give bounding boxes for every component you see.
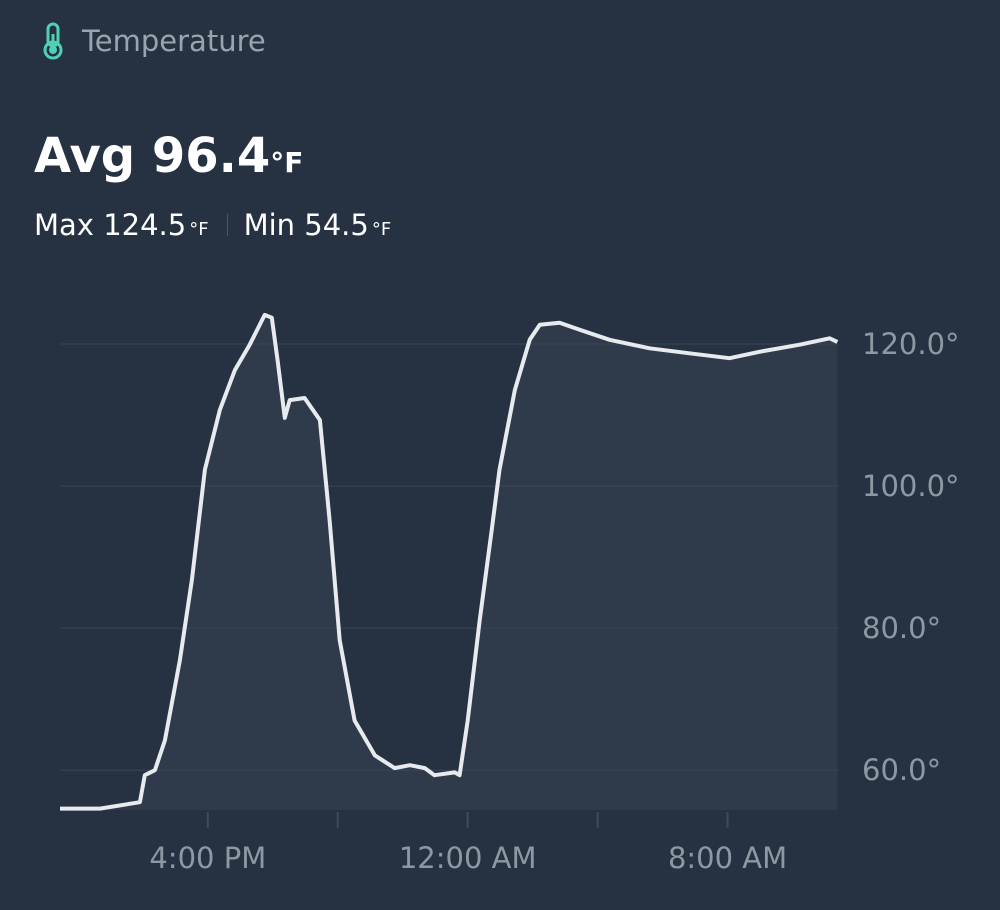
min-label: Min: [243, 208, 296, 242]
temperature-line: [60, 312, 839, 811]
separator: [226, 214, 228, 236]
max-label: Max: [34, 208, 94, 242]
area: [60, 314, 838, 810]
x-tick-label: 12:00 AM: [399, 841, 537, 875]
x-tick-label: 8:00 AM: [668, 841, 787, 875]
max-value: 124.5: [103, 208, 187, 242]
min-unit: °F: [371, 219, 392, 240]
y-tick-label: 60.0°: [862, 753, 941, 787]
avg-unit: °F: [270, 146, 304, 179]
avg-label: Avg: [34, 128, 136, 184]
min-value: 54.5: [304, 208, 369, 242]
max-unit: °F: [189, 219, 209, 240]
y-tick-label: 120.0°: [862, 327, 960, 361]
avg-value: 96.4: [151, 128, 271, 184]
y-tick-label: 80.0°: [862, 611, 941, 645]
header: Temperature: [38, 22, 266, 60]
title: Temperature: [82, 24, 266, 58]
thermometer-icon: [43, 22, 63, 60]
min-max: Max 124.5 °F Min 54.5 °F: [34, 208, 391, 242]
x-tick-label: 4:00 PM: [149, 841, 266, 875]
average: Avg 96.4°F: [34, 128, 303, 184]
y-tick-label: 100.0°: [862, 469, 960, 503]
